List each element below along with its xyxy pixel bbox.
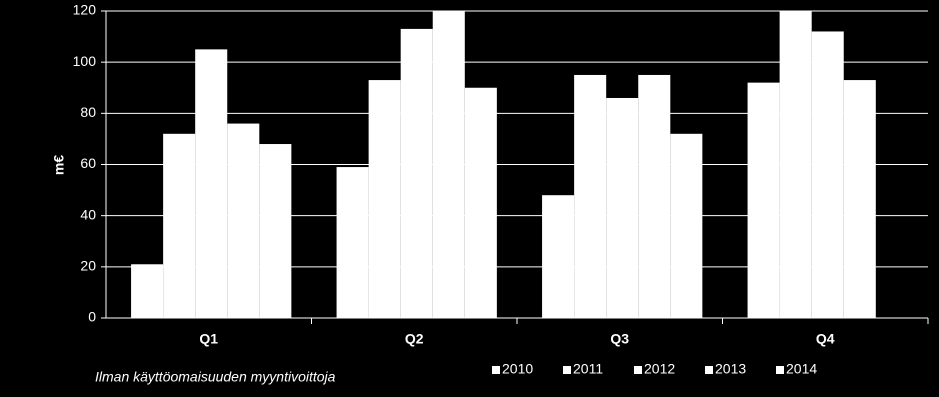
bar <box>670 133 703 318</box>
legend-label: 2011 <box>573 361 603 377</box>
legend-swatch <box>492 366 500 374</box>
x-tick-label: Q2 <box>405 331 424 347</box>
bar <box>542 195 575 318</box>
x-tick-label: Q3 <box>610 331 629 347</box>
bar <box>747 82 780 318</box>
bar <box>606 97 639 318</box>
bar <box>464 87 497 318</box>
legend-label: 2012 <box>644 361 675 377</box>
legend-swatch <box>634 366 642 374</box>
bar <box>811 31 844 318</box>
bar <box>574 74 607 318</box>
legend-label: 2014 <box>786 361 817 377</box>
y-tick-label: 0 <box>88 309 96 325</box>
x-tick-label: Q4 <box>816 331 835 347</box>
y-tick-label: 20 <box>80 258 96 274</box>
legend-swatch <box>705 366 713 374</box>
bar <box>638 74 671 318</box>
bar <box>432 11 465 318</box>
y-tick-label: 100 <box>73 53 97 69</box>
bar <box>779 11 812 318</box>
legend-label: 2013 <box>715 361 746 377</box>
y-tick-label: 80 <box>80 104 96 120</box>
bar <box>843 80 876 318</box>
legend-label: 2010 <box>502 361 533 377</box>
bar <box>336 167 369 318</box>
legend-swatch <box>776 366 784 374</box>
bar <box>163 133 196 318</box>
y-tick-label: 40 <box>80 206 96 222</box>
legend-swatch <box>563 366 571 374</box>
y-tick-label: 120 <box>73 2 97 18</box>
y-tick-label: 60 <box>80 155 96 171</box>
bar <box>368 80 401 318</box>
bar <box>195 49 228 318</box>
bar <box>259 144 292 318</box>
bar <box>131 264 164 318</box>
y-axis-label: m€ <box>51 155 67 175</box>
bar <box>227 123 260 318</box>
x-tick-label: Q1 <box>199 331 218 347</box>
bar <box>400 28 433 319</box>
note: Ilman käyttöomaisuuden myyntivoittoja <box>95 369 336 385</box>
